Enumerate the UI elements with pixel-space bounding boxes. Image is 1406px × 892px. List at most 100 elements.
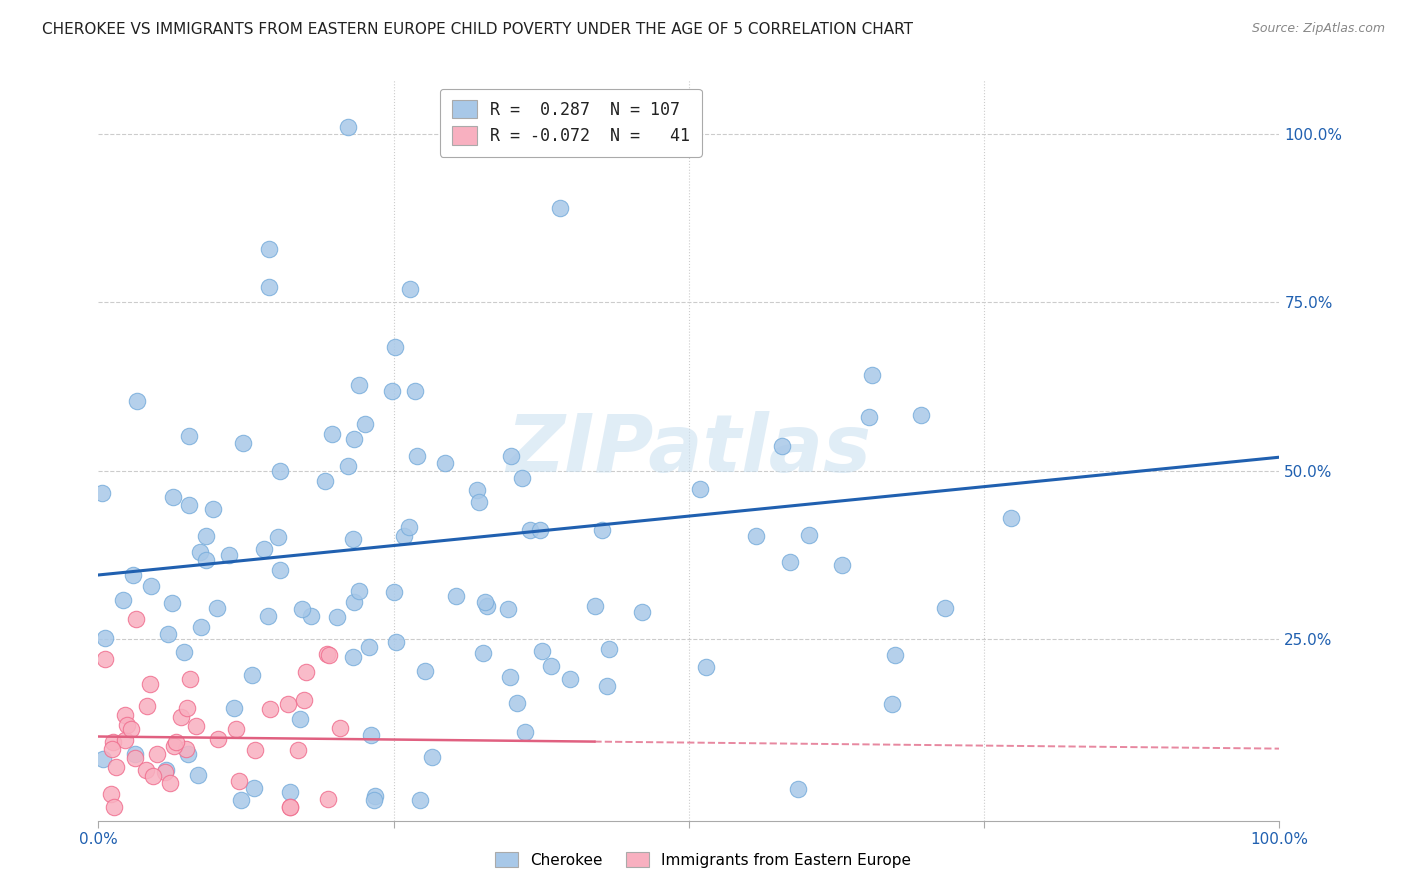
- Point: [292, 692, 315, 706]
- Point: [318, 648, 340, 662]
- Point: [257, 608, 280, 623]
- Point: [779, 555, 801, 569]
- Point: [103, 800, 125, 814]
- Point: [100, 787, 122, 801]
- Point: [631, 605, 654, 619]
- Point: [117, 717, 139, 731]
- Point: [295, 665, 318, 680]
- Point: [540, 659, 562, 673]
- Point: [398, 282, 420, 296]
- Point: [321, 427, 343, 442]
- Point: [385, 635, 408, 649]
- Point: [506, 696, 529, 710]
- Point: [194, 553, 217, 567]
- Point: [695, 660, 717, 674]
- Point: [157, 626, 180, 640]
- Point: [337, 120, 360, 135]
- Point: [360, 728, 382, 742]
- Point: [93, 631, 115, 645]
- Point: [207, 731, 229, 746]
- Point: [232, 435, 254, 450]
- Point: [475, 599, 498, 613]
- Point: [558, 672, 581, 686]
- Point: [382, 585, 405, 599]
- Point: [433, 456, 456, 470]
- Point: [267, 530, 290, 544]
- Point: [519, 524, 541, 538]
- Point: [243, 743, 266, 757]
- Point: [510, 471, 533, 485]
- Point: [858, 410, 880, 425]
- Point: [288, 712, 311, 726]
- Point: [173, 645, 195, 659]
- Point: [413, 664, 436, 678]
- Point: [405, 450, 427, 464]
- Point: [153, 765, 176, 780]
- Point: [548, 201, 571, 215]
- Point: [114, 707, 136, 722]
- Point: [179, 672, 201, 686]
- Point: [124, 751, 146, 765]
- Point: [444, 589, 467, 603]
- Point: [770, 439, 793, 453]
- Point: [135, 763, 157, 777]
- Point: [187, 768, 209, 782]
- Point: [278, 800, 301, 814]
- Point: [218, 548, 240, 562]
- Point: [342, 532, 364, 546]
- Point: [745, 529, 768, 543]
- Text: CHEROKEE VS IMMIGRANTS FROM EASTERN EUROPE CHILD POVERTY UNDER THE AGE OF 5 CORR: CHEROKEE VS IMMIGRANTS FROM EASTERN EURO…: [42, 22, 912, 37]
- Point: [381, 384, 404, 398]
- Point: [474, 595, 496, 609]
- Point: [176, 747, 198, 762]
- Point: [188, 545, 211, 559]
- Point: [831, 558, 853, 573]
- Point: [125, 612, 148, 626]
- Point: [398, 520, 420, 534]
- Point: [598, 642, 620, 657]
- Point: [243, 780, 266, 795]
- Point: [160, 596, 183, 610]
- Point: [501, 450, 523, 464]
- Point: [1000, 510, 1022, 524]
- Point: [100, 742, 122, 756]
- Point: [530, 644, 553, 658]
- Point: [163, 739, 186, 754]
- Point: [90, 485, 112, 500]
- Point: [174, 742, 197, 756]
- Point: [202, 502, 225, 516]
- Point: [259, 701, 281, 715]
- Point: [277, 697, 299, 711]
- Point: [359, 640, 381, 654]
- Point: [318, 791, 340, 805]
- Point: [253, 542, 276, 557]
- Point: [513, 724, 536, 739]
- Point: [94, 652, 117, 666]
- Point: [336, 458, 359, 473]
- Point: [120, 722, 142, 736]
- Point: [112, 593, 135, 607]
- Point: [689, 482, 711, 496]
- Point: [139, 579, 162, 593]
- Point: [125, 393, 148, 408]
- Point: [787, 781, 810, 796]
- Point: [343, 432, 366, 446]
- Point: [404, 384, 426, 399]
- Point: [860, 368, 883, 382]
- Point: [910, 408, 932, 422]
- Point: [465, 483, 488, 498]
- Point: [291, 602, 314, 616]
- Point: [184, 719, 207, 733]
- Point: [347, 583, 370, 598]
- Text: ZIPatlas: ZIPatlas: [506, 411, 872, 490]
- Point: [170, 710, 193, 724]
- Point: [342, 649, 364, 664]
- Text: Source: ZipAtlas.com: Source: ZipAtlas.com: [1251, 22, 1385, 36]
- Point: [301, 608, 323, 623]
- Point: [240, 668, 263, 682]
- Point: [326, 610, 349, 624]
- Point: [225, 723, 247, 737]
- Point: [177, 498, 200, 512]
- Legend: R =  0.287  N = 107, R = -0.072  N =   41: R = 0.287 N = 107, R = -0.072 N = 41: [440, 88, 702, 157]
- Point: [124, 747, 146, 761]
